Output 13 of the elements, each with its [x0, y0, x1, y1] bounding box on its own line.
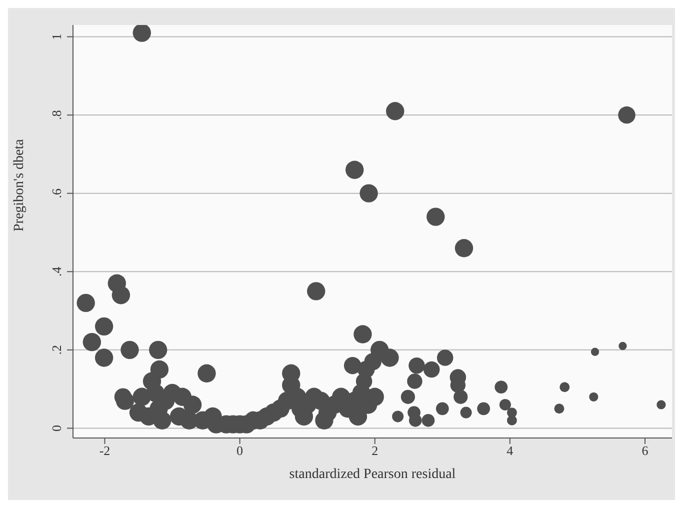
- y-tick-label: 1: [49, 33, 64, 40]
- y-tick-label: .4: [49, 266, 64, 276]
- x-tick-label: -2: [99, 443, 110, 458]
- x-tick-label: 0: [236, 443, 244, 458]
- y-tick-label: .8: [49, 110, 64, 120]
- y-tick-label: .2: [49, 345, 64, 355]
- x-axis-title: standardized Pearson residual: [289, 467, 456, 482]
- x-tick-label: 2: [372, 443, 378, 458]
- y-axis-title: Pregibon's dbeta: [12, 138, 27, 232]
- x-tick-label: 6: [642, 443, 649, 458]
- x-tick-label: 4: [506, 443, 514, 458]
- y-tick-label: .6: [49, 188, 64, 198]
- y-tick-label: 0: [49, 424, 64, 432]
